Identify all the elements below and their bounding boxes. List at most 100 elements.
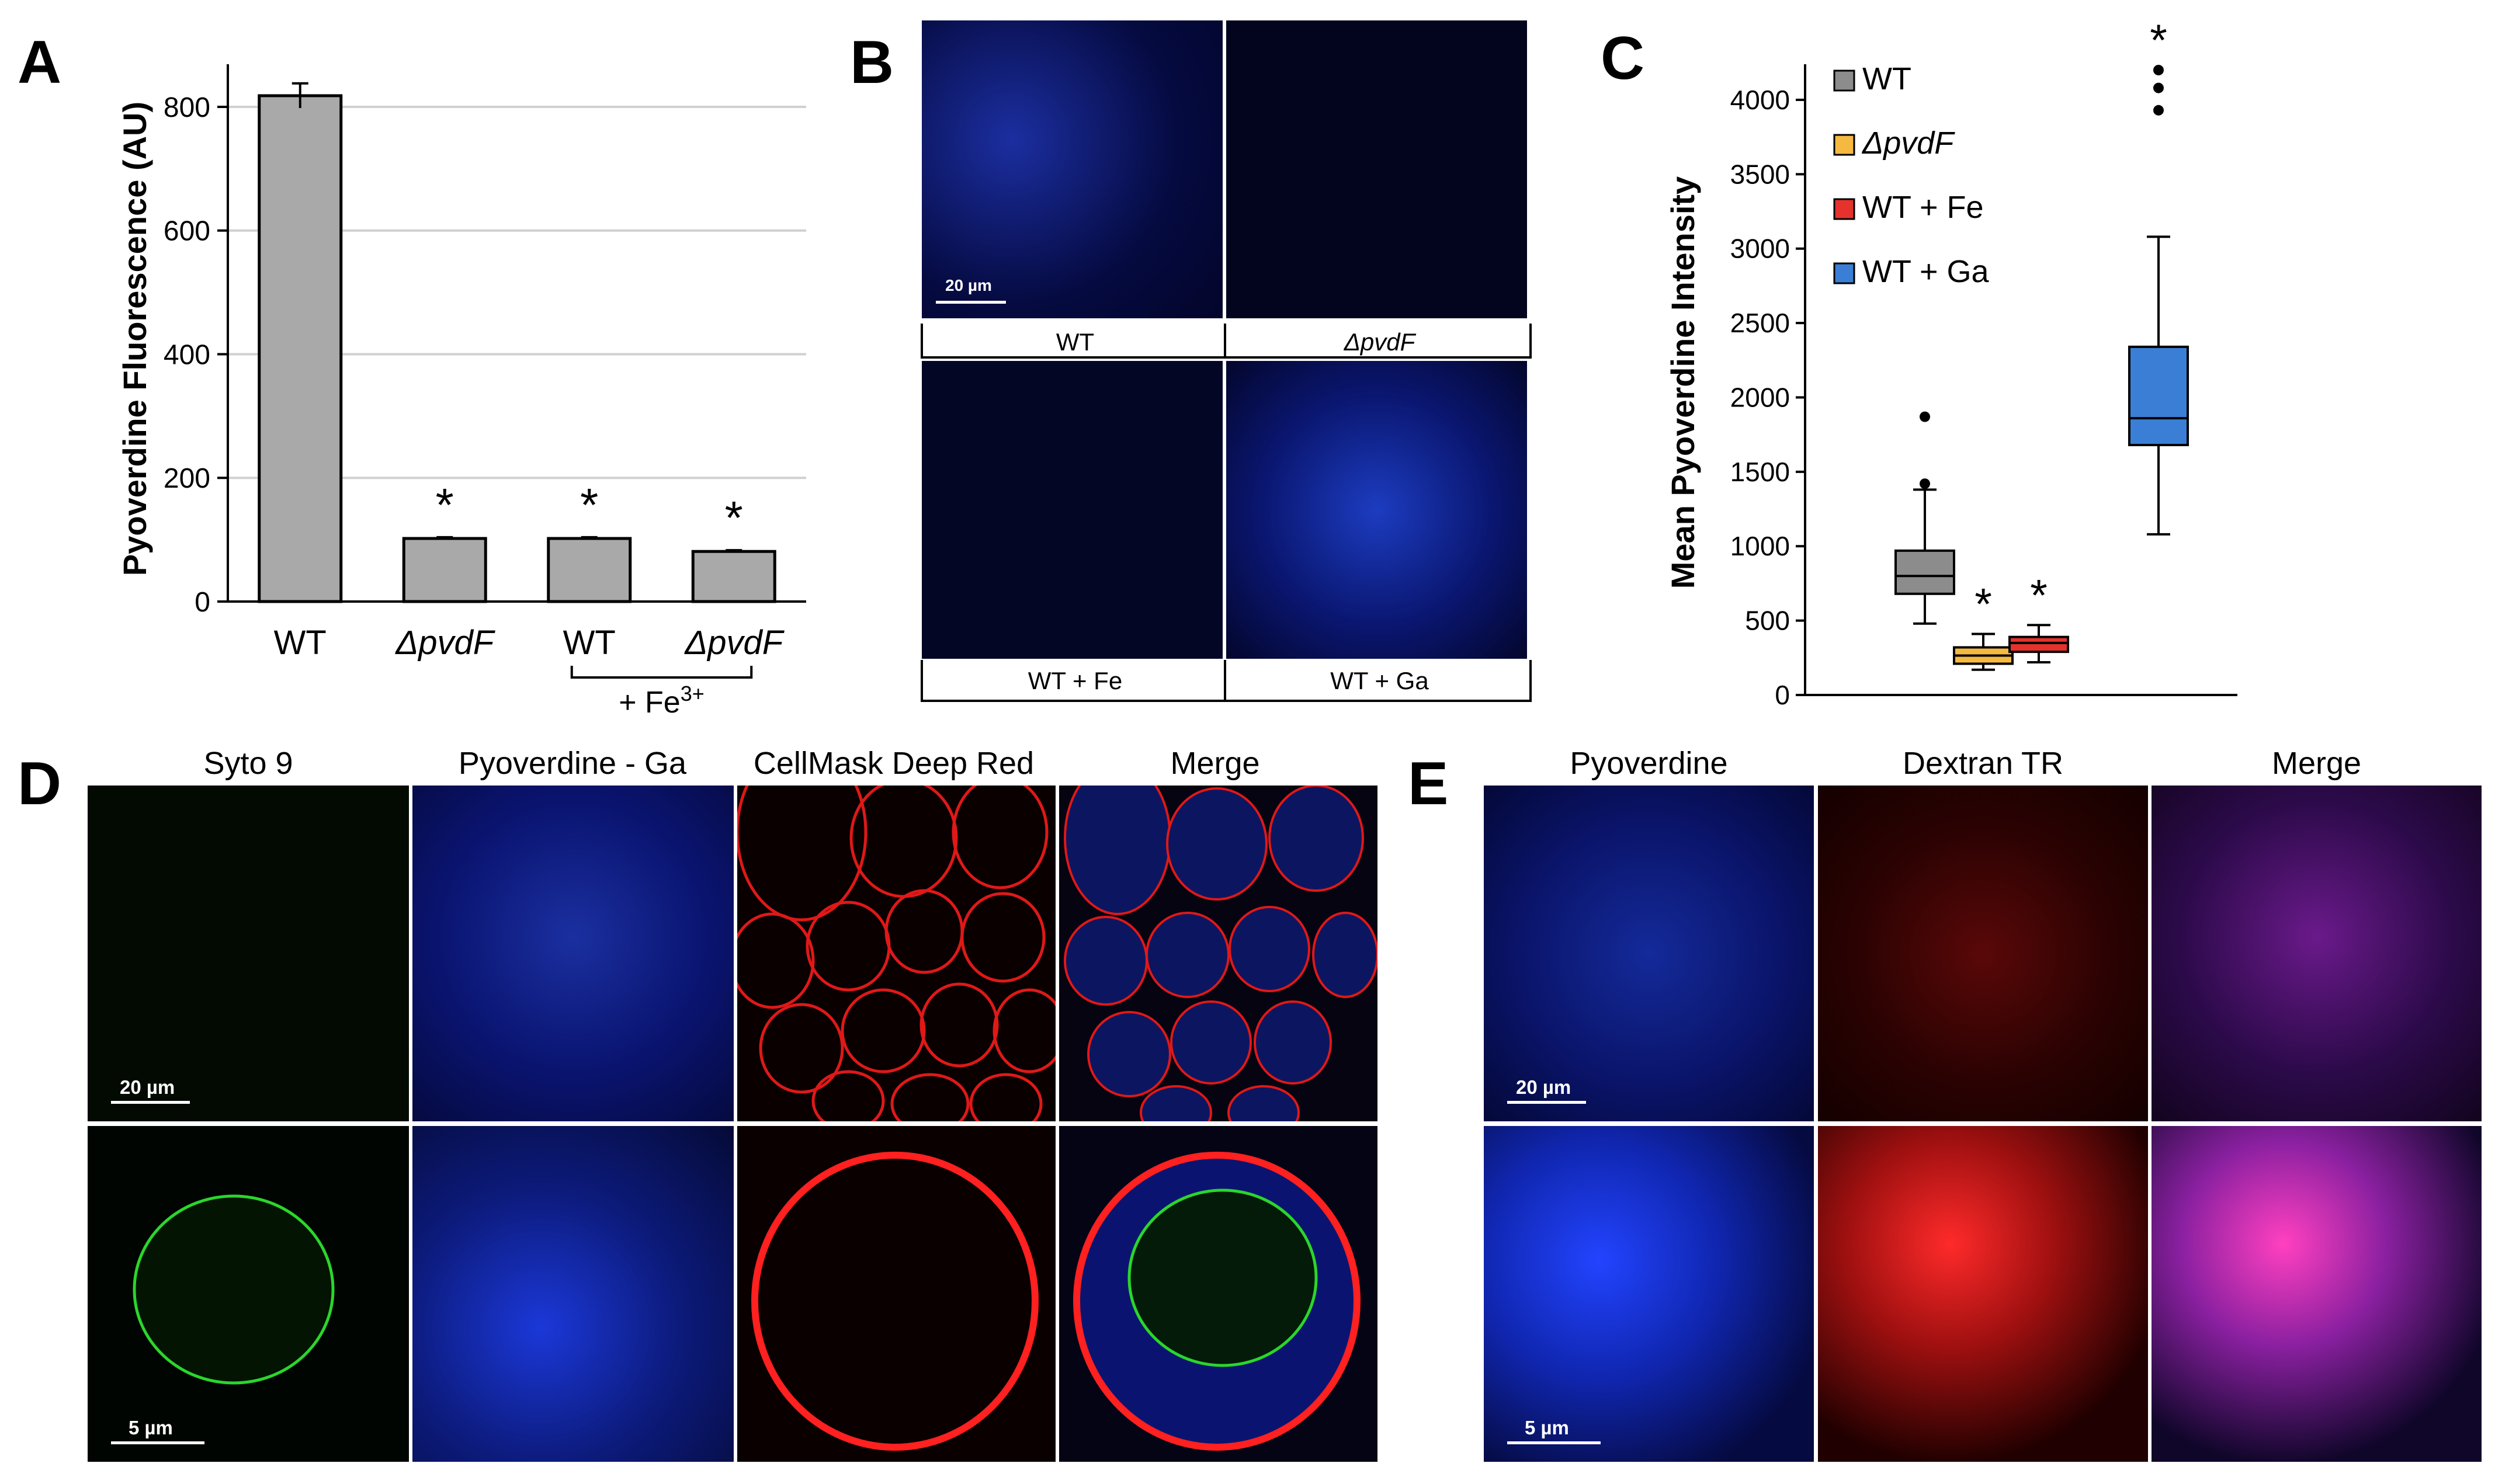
y-tick-label: 1000: [1730, 531, 1790, 561]
outlier-point: [2153, 105, 2164, 116]
legend-swatch: [1833, 198, 1855, 220]
outlier-point: [1920, 478, 1930, 489]
cell-outlines: [737, 786, 1056, 1121]
y-tick-label: 600: [164, 216, 210, 247]
legend-swatch: [1833, 69, 1855, 92]
y-tick-label: 1500: [1730, 457, 1790, 487]
bar: [547, 537, 632, 603]
significance-mark: *: [580, 479, 598, 531]
legend-label: WT: [1862, 61, 1911, 96]
scale-label: 5 µm: [129, 1417, 173, 1438]
micro-d-cellmask-bottom: [737, 1126, 1056, 1462]
micro-e-pyo-bottom: 5 µm: [1484, 1126, 1814, 1462]
micro-d-cellmask-top: [737, 786, 1056, 1121]
legend-label: ΔpvdF: [1861, 126, 1955, 161]
significance-mark: *: [1975, 580, 1992, 630]
panel-b-label-wt-ga: WT + Ga: [1330, 667, 1429, 694]
micro-d-syto9-bottom: 5 µm: [88, 1126, 409, 1462]
micro-d-pyo-bottom: [412, 1126, 734, 1462]
outlier-point: [1920, 411, 1930, 422]
y-tick-label: 2500: [1730, 308, 1790, 338]
scale-bar: [111, 1441, 204, 1444]
y-axis-label: Mean Pyoverdine Intensity: [1664, 176, 1701, 589]
y-tick-label: 800: [164, 92, 210, 123]
panel-letter-a: A: [18, 29, 62, 96]
panel-b-frames: [921, 324, 1532, 702]
membrane-outline: [751, 1152, 1039, 1451]
legend-swatch: [1833, 134, 1855, 156]
panel-b-label-wt: WT: [1056, 328, 1095, 356]
x-tick-label: WT: [563, 624, 616, 662]
y-tick-label: 0: [1775, 680, 1790, 710]
y-tick-label: 200: [164, 463, 210, 494]
y-tick-label: 2000: [1730, 382, 1790, 412]
significance-mark: *: [725, 492, 743, 544]
bar: [691, 550, 776, 603]
scale-label: 5 µm: [1525, 1417, 1569, 1438]
merge-outline: [1073, 1152, 1361, 1451]
micro-b-wt-ga: [1226, 361, 1527, 659]
y-tick-label: 400: [164, 339, 210, 370]
x-tick-label: ΔpvdF: [394, 624, 495, 662]
box: [1894, 549, 1955, 595]
scale-label: 20 µm: [120, 1076, 175, 1098]
panel-letter-b: B: [850, 29, 894, 96]
d-title-syto9: Syto 9: [203, 746, 293, 781]
micro-d-syto9-top: 20 µm: [88, 786, 409, 1121]
scale-bar: [1507, 1441, 1601, 1444]
legend-label: WT + Ga: [1862, 254, 1990, 289]
scale-bar: [111, 1101, 190, 1104]
legend-label: WT + Fe: [1862, 190, 1984, 225]
micro-e-merge-top: [2152, 786, 2482, 1121]
micro-d-merge-bottom: [1059, 1126, 1377, 1462]
e-title-merge: Merge: [2271, 746, 2362, 781]
nucleus-outline: [133, 1194, 335, 1385]
bar: [258, 94, 343, 603]
micro-b-wt: 20 µm: [922, 20, 1223, 318]
group-bracket: [570, 666, 753, 679]
outlier-point: [2153, 82, 2164, 93]
box: [2008, 635, 2069, 654]
significance-mark: *: [2150, 16, 2167, 65]
micro-d-pyo-top: [412, 786, 734, 1121]
group-label: + Fe3+: [619, 682, 705, 720]
outlier-point: [2153, 65, 2164, 75]
d-title-merge: Merge: [1170, 746, 1260, 781]
micro-b-pvdf: [1226, 20, 1527, 318]
significance-mark: *: [2030, 571, 2048, 620]
scale-label: 20 µm: [945, 276, 992, 294]
bar-chart-plot: 0 200 400 600 800 Pyoverdine Fluorescence (AU…: [116, 64, 806, 720]
y-tick-label: 4000: [1730, 85, 1790, 115]
micro-e-dextran-top: [1818, 786, 2148, 1121]
e-title-dextran: Dextran TR: [1902, 746, 2064, 781]
micro-d-merge-top: [1059, 786, 1377, 1121]
micro-e-dextran-bottom: [1818, 1126, 2148, 1462]
panel-letter-c: C: [1601, 25, 1645, 92]
significance-mark: *: [436, 479, 454, 531]
panel-letter-e: E: [1408, 750, 1449, 818]
y-axis-label: Pyoverdine Fluorescence (AU): [116, 102, 153, 576]
d-title-cellmask: CellMask Deep Red: [753, 746, 1035, 781]
bar: [402, 537, 487, 603]
d-title-pyoverdine-ga: Pyoverdine - Ga: [458, 746, 687, 781]
micro-e-merge-bottom: [2152, 1126, 2482, 1462]
panel-letter-d: D: [18, 750, 62, 818]
box-plot: 0 500 1000 1500 2000 2500 3000 3500 4000 Mean Pyo…: [1664, 16, 2237, 710]
bar-chart: 0 200 400 600 800 Pyoverdine Fluorescence (AU…: [116, 64, 806, 720]
y-tick-label: 0: [195, 587, 210, 618]
y-tick-label: 3500: [1730, 159, 1790, 189]
panel-b-label-pvdf: ΔpvdF: [1344, 328, 1415, 356]
micro-b-wt-fe: [922, 361, 1223, 659]
legend-swatch: [1833, 262, 1855, 284]
panel-b-label-wt-fe: WT + Fe: [1028, 667, 1123, 694]
scale-bar: [1507, 1101, 1586, 1104]
e-title-pyoverdine: Pyoverdine: [1570, 746, 1728, 781]
merge-cell-outlines: [1064, 786, 1377, 1121]
y-tick-label: 3000: [1730, 234, 1790, 264]
scale-label: 20 µm: [1516, 1076, 1571, 1098]
box-plot-plot: 0 500 1000 1500 2000 2500 3000 3500 4000 Mean Pyo…: [1664, 16, 2237, 710]
x-tick-label: WT: [274, 624, 327, 662]
x-tick-label: ΔpvdF: [683, 624, 785, 662]
y-tick-label: 500: [1745, 606, 1790, 636]
box: [2128, 345, 2189, 446]
